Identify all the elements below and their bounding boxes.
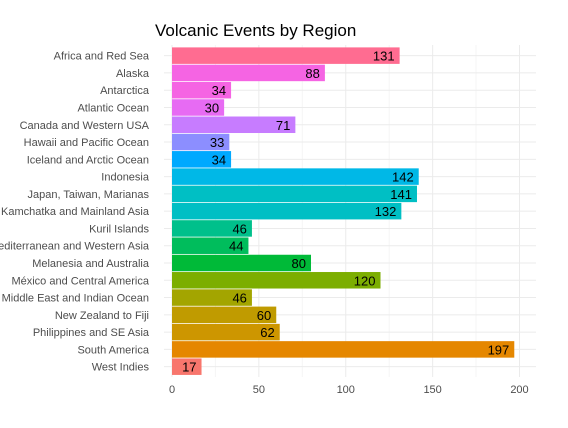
x-tick-label: 0 — [169, 384, 175, 396]
bars — [172, 47, 515, 375]
bar — [172, 220, 252, 237]
data-label: 60 — [257, 308, 271, 323]
x-tick-label: 200 — [510, 384, 528, 396]
category-label: West Indies — [92, 362, 150, 374]
category-labels: Africa and Red Sea Alaska Antarctica Atlant… — [0, 51, 150, 374]
bar — [172, 306, 277, 324]
category-label: Africa and Red Sea — [54, 51, 150, 63]
bar — [172, 272, 381, 289]
data-label: 142 — [392, 170, 414, 185]
x-tick-label: 150 — [423, 384, 441, 396]
category-label: Philippines and SE Asia — [33, 327, 150, 339]
x-axis-tick-labels: 0 50 100 150 200 — [169, 384, 529, 396]
category-label: Canada and Western USA — [20, 120, 150, 132]
bar — [172, 202, 402, 220]
bar — [172, 185, 417, 203]
category-label: Alaska — [116, 68, 150, 80]
category-label: Melanesia and Australia — [32, 258, 150, 270]
category-label: Middle East and Indian Ocean — [2, 293, 149, 305]
bar — [172, 341, 515, 358]
data-label: 197 — [488, 342, 510, 357]
bar — [172, 47, 400, 64]
data-label: 17 — [182, 360, 196, 375]
bar — [172, 168, 419, 185]
bar — [172, 254, 311, 272]
bar — [172, 151, 232, 168]
data-label: 34 — [212, 152, 226, 167]
x-tick-label: 50 — [253, 384, 265, 396]
bar — [172, 133, 230, 151]
data-label: 30 — [205, 100, 219, 115]
bar — [172, 64, 325, 82]
category-label: Mediterranean and Western Asia — [0, 241, 150, 253]
bar — [172, 99, 225, 116]
data-label: 34 — [212, 83, 226, 98]
data-label: 71 — [276, 118, 290, 133]
data-label: 80 — [292, 256, 306, 271]
category-label: New Zealand to Fiji — [55, 310, 149, 322]
category-label: Iceland and Arctic Ocean — [27, 154, 149, 166]
category-label: México and Central America — [11, 275, 149, 287]
chart-title: Volcanic Events by Region — [155, 21, 356, 40]
category-label: Indonesia — [101, 172, 150, 184]
data-labels: 131 88 34 30 71 33 34 142 141 132 46 44 80 120 46 60 62 1… — [182, 49, 509, 375]
data-label: 141 — [390, 187, 412, 202]
category-label: Atlantic Ocean — [77, 102, 149, 114]
bar — [172, 116, 296, 134]
bar — [172, 289, 252, 306]
category-label: Japan, Taiwan, Marianas — [28, 189, 150, 201]
data-label: 33 — [210, 135, 224, 150]
bar — [172, 81, 232, 99]
bar — [172, 358, 202, 375]
category-label: Kamchatka and Mainland Asia — [1, 206, 150, 218]
bar — [172, 237, 249, 254]
data-label: 131 — [373, 49, 395, 64]
data-label: 88 — [305, 66, 319, 81]
category-label: Kuril Islands — [89, 223, 149, 235]
data-label: 46 — [232, 221, 246, 236]
bar — [172, 323, 280, 341]
category-label: Hawaii and Pacific Ocean — [24, 137, 149, 149]
data-label: 132 — [375, 204, 397, 219]
data-label: 120 — [354, 273, 376, 288]
data-label: 46 — [232, 291, 246, 306]
data-label: 62 — [260, 325, 274, 340]
category-label: South America — [77, 344, 149, 356]
x-tick-label: 100 — [337, 384, 355, 396]
data-label: 44 — [229, 239, 243, 254]
category-label: Antarctica — [100, 85, 150, 97]
